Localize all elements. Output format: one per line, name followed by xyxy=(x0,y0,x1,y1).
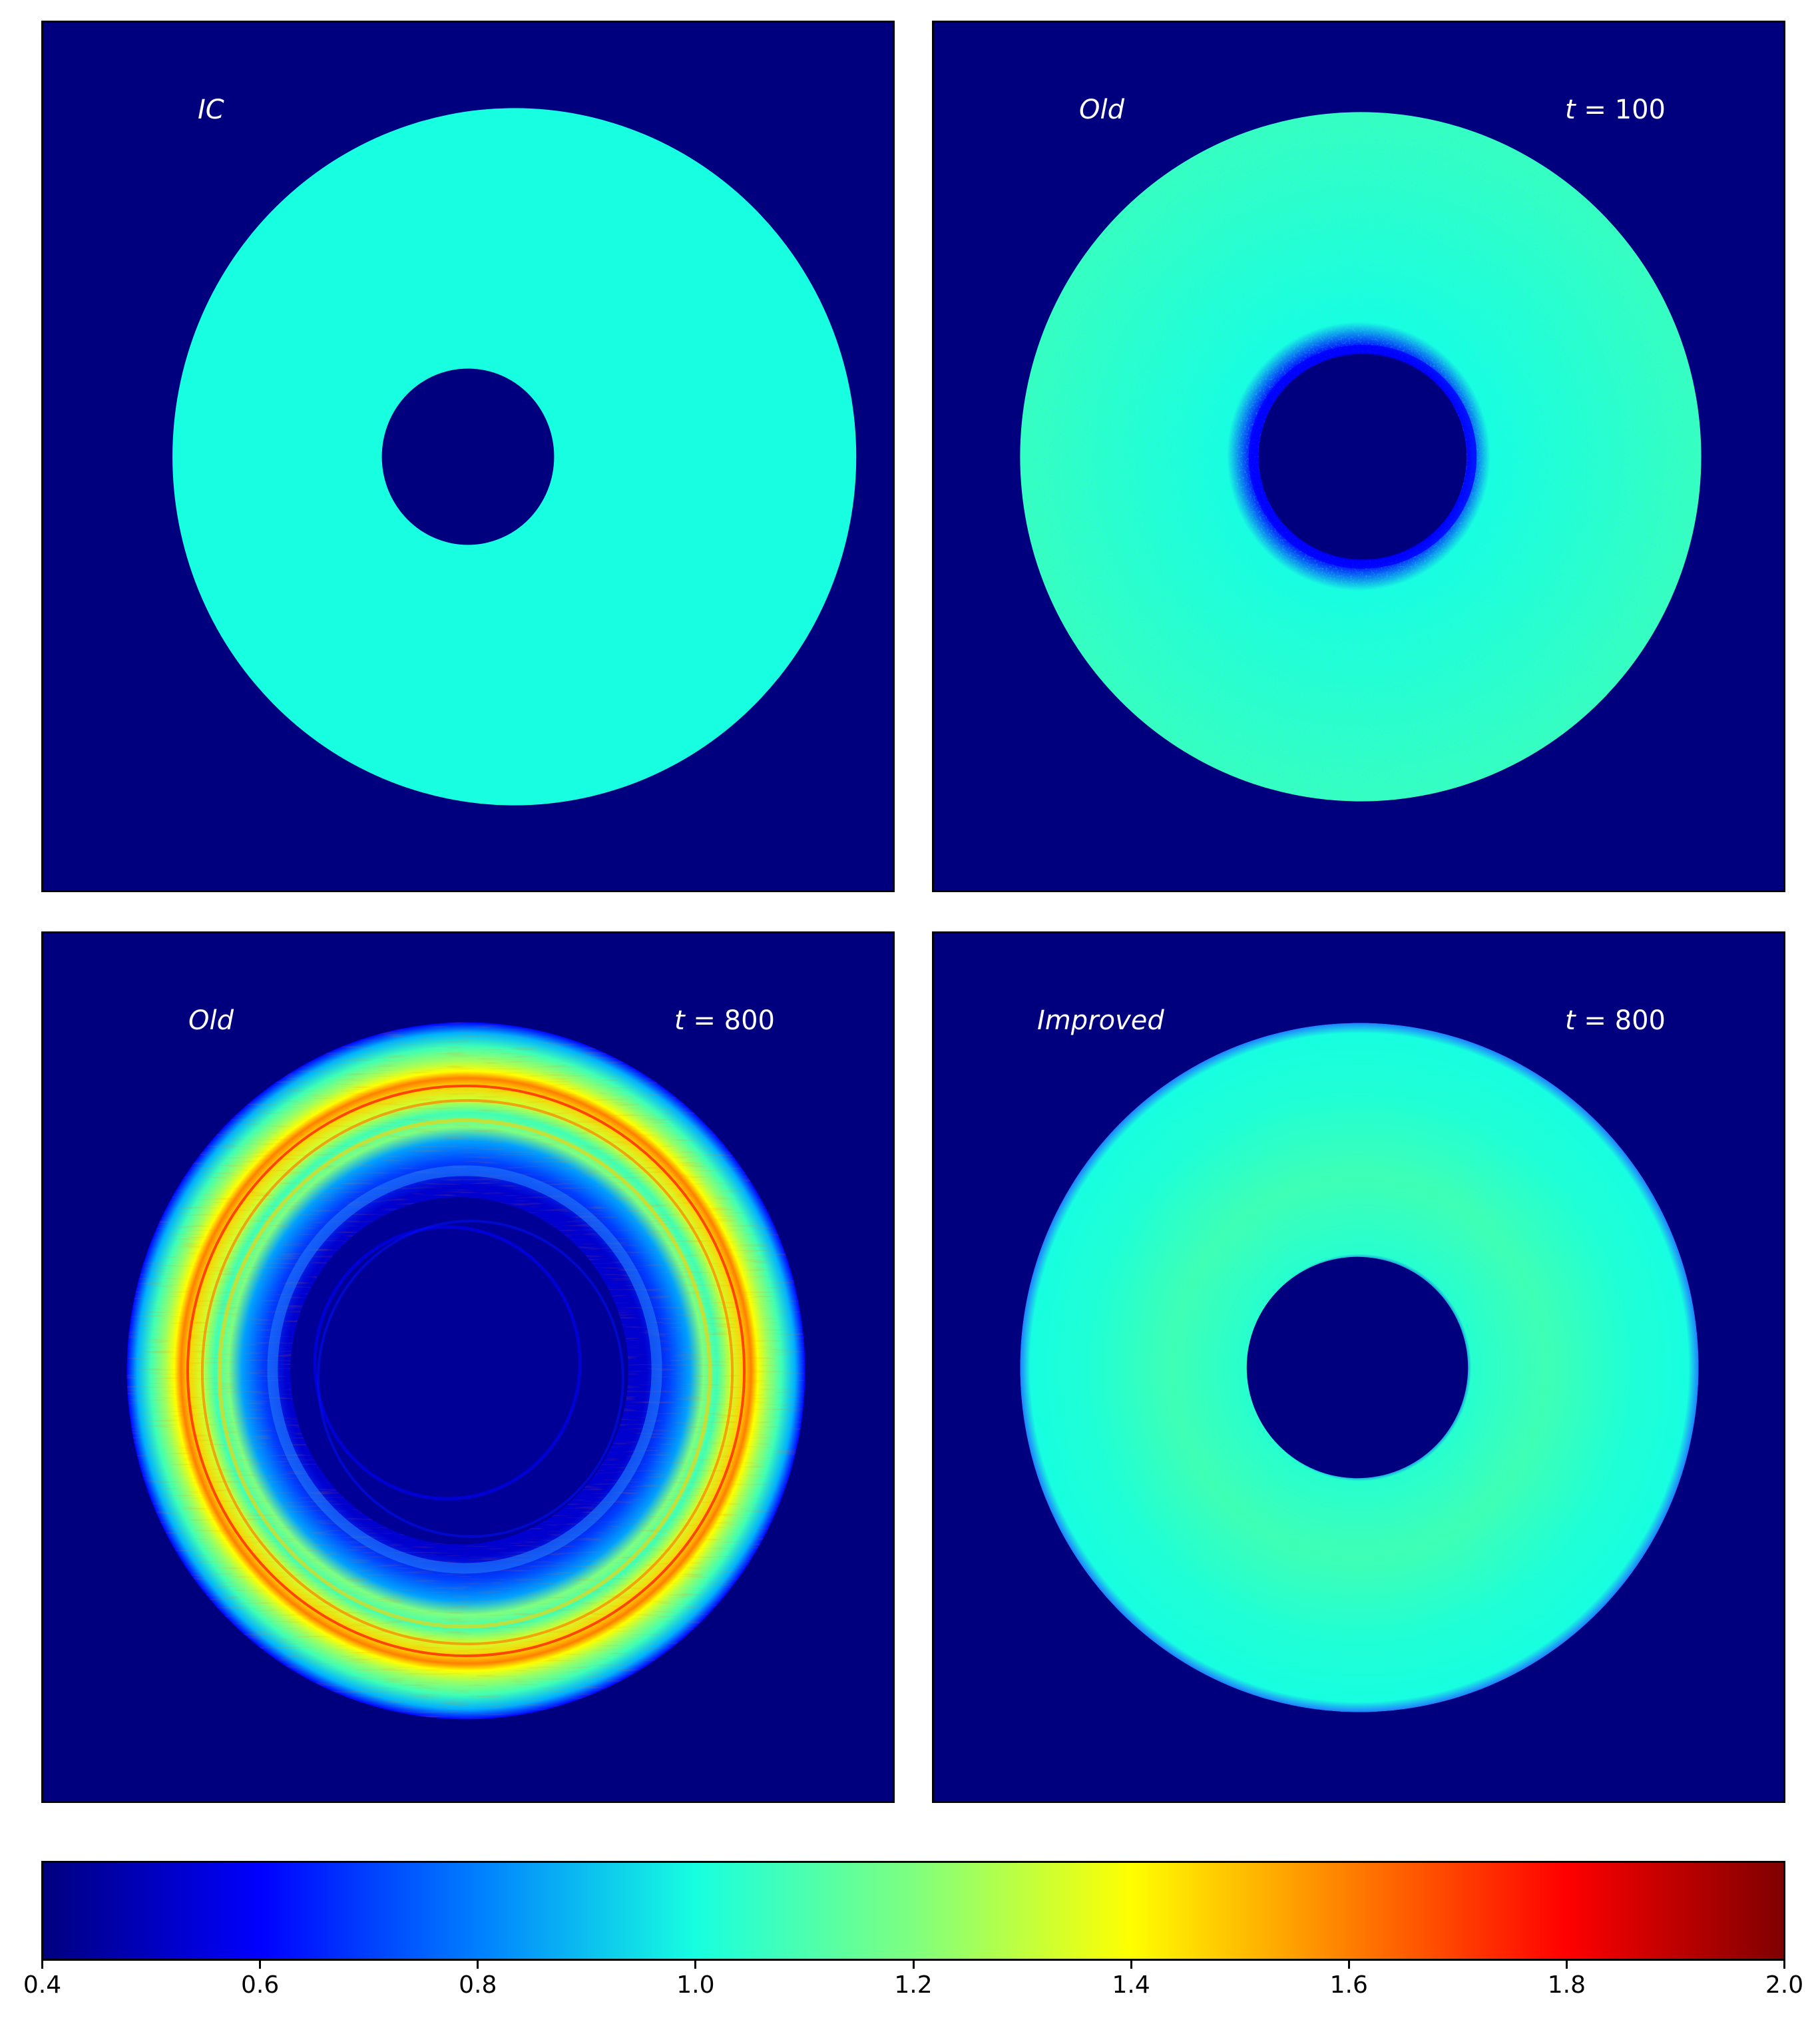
panel-improved-t800: Improved t = 800 xyxy=(932,931,1785,1803)
panel-label: Old xyxy=(188,1005,234,1036)
panel-old-t800: Old t = 800 xyxy=(41,931,895,1803)
disk-annulus xyxy=(172,108,857,806)
colorbar-tick xyxy=(1130,1961,1132,1969)
colorbar-tick-label: 1.2 xyxy=(894,1971,933,1999)
panel-ic: IC xyxy=(41,21,895,892)
colorbar-tick xyxy=(694,1961,697,1969)
colorbar-tick xyxy=(477,1961,479,1969)
colorbar-tick-label: 0.6 xyxy=(240,1971,280,1999)
density-map-old-t100 xyxy=(934,23,1783,890)
colorbar-tick xyxy=(1347,1961,1350,1969)
time-value: 100 xyxy=(1614,95,1666,125)
time-value: 800 xyxy=(1614,1005,1666,1036)
density-map-improved-t800 xyxy=(1020,1023,1699,1712)
colorbar-tick-label: 1.4 xyxy=(1112,1971,1150,1999)
time-value: 800 xyxy=(724,1005,775,1036)
colorbar-tick-label: 2.0 xyxy=(1765,1971,1804,1999)
colorbar-tick-label: 0.8 xyxy=(459,1971,497,1999)
panel-label: Old xyxy=(1079,95,1124,125)
colorbar-tick-label: 1.0 xyxy=(676,1971,715,1999)
time-label: t = 800 xyxy=(674,1005,775,1036)
colorbar-tick-label: 0.4 xyxy=(23,1971,62,1999)
colorbar-tick xyxy=(1783,1961,1785,1969)
colorbar-tick-label: 1.6 xyxy=(1329,1971,1368,1999)
colorbar-tick-label: 1.8 xyxy=(1547,1971,1586,1999)
density-map-old-t800 xyxy=(126,1022,805,1720)
colorbar-tick xyxy=(259,1961,262,1969)
time-label: t = 100 xyxy=(1565,95,1666,125)
colorbar-tick xyxy=(912,1961,915,1969)
disk-annulus xyxy=(934,23,1783,890)
panel-label: IC xyxy=(198,95,224,125)
density-map-ic xyxy=(172,108,857,806)
colorbar-tick xyxy=(41,1961,43,1969)
colorbar-tick xyxy=(1565,1961,1568,1969)
panel-old-t100: Old t = 100 xyxy=(932,21,1785,892)
disk-annulus xyxy=(1020,1023,1699,1712)
time-label: t = 800 xyxy=(1565,1005,1666,1036)
panel-label: Improved xyxy=(1037,1005,1164,1036)
colorbar xyxy=(41,1861,1785,1961)
